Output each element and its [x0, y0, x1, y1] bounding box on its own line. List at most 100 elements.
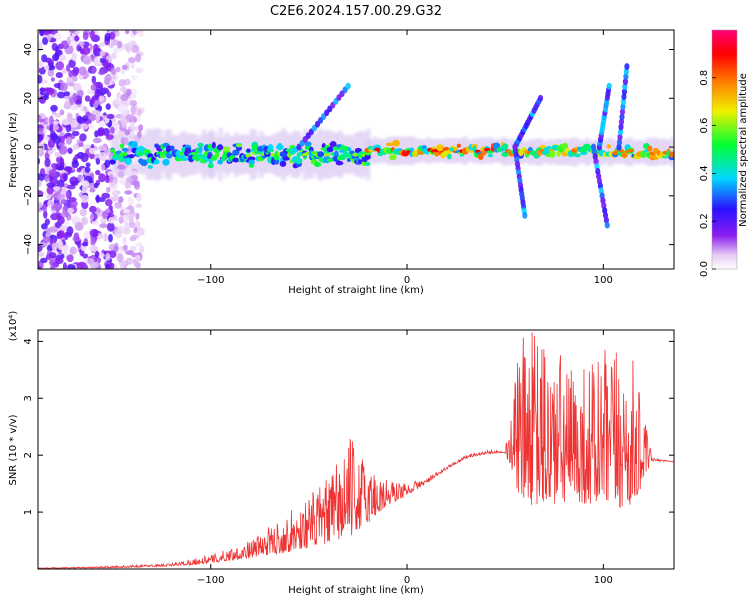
- noise-blob: [64, 232, 69, 241]
- ridge-halo: [211, 131, 217, 178]
- noise-blob: [65, 136, 73, 145]
- noise-blob: [95, 169, 101, 176]
- noise-blob: [124, 129, 131, 136]
- noise-blob: [71, 130, 80, 137]
- noise-blob: [122, 214, 129, 224]
- noise-blob: [107, 91, 112, 98]
- noise-blob: [52, 186, 60, 191]
- noise-blob: [127, 196, 134, 206]
- ridge-halo: [237, 134, 243, 174]
- noise-blob: [108, 233, 113, 243]
- ridge-cell: [329, 140, 337, 148]
- noise-blob: [95, 114, 101, 122]
- noise-blob: [108, 262, 115, 269]
- noise-blob: [108, 43, 114, 49]
- noise-blob: [59, 225, 68, 231]
- branch-cell: [622, 78, 629, 86]
- noise-blob: [82, 253, 89, 259]
- branch-cell: [619, 108, 626, 116]
- noise-blob: [55, 61, 65, 71]
- noise-blob: [105, 252, 111, 261]
- noise-blob: [112, 195, 120, 202]
- ridge-cell: [125, 158, 132, 165]
- y-tick-label: 1: [23, 509, 34, 515]
- noise-blob: [66, 77, 73, 83]
- noise-blob: [105, 186, 111, 193]
- noise-blob: [122, 236, 127, 244]
- noise-blob: [59, 54, 66, 62]
- noise-blob: [42, 95, 49, 101]
- figure-title: C2E6.2024.157.00.29.G32: [270, 4, 442, 19]
- noise-blob: [38, 251, 45, 257]
- noise-blob: [74, 35, 80, 42]
- noise-blob: [38, 265, 42, 269]
- noise-blob: [71, 69, 79, 77]
- noise-blob: [104, 159, 111, 168]
- noise-blob: [84, 95, 91, 102]
- ridge-cell: [549, 150, 556, 158]
- noise-blob: [114, 228, 123, 239]
- noise-blob: [121, 110, 128, 117]
- noise-blob: [98, 145, 108, 152]
- noise-blob: [89, 213, 95, 221]
- noise-blob: [132, 30, 138, 35]
- noise-blob: [59, 157, 65, 165]
- noise-blob: [80, 194, 89, 204]
- ridge-halo: [337, 130, 343, 179]
- y-tick-label: −40: [23, 234, 34, 255]
- noise-blob: [50, 265, 56, 269]
- noise-blob: [41, 54, 48, 63]
- ridge-cell: [295, 157, 303, 164]
- noise-blob: [105, 263, 110, 269]
- noise-blob: [68, 197, 77, 202]
- ridge-cell: [208, 147, 214, 152]
- ridge-cell: [409, 147, 414, 152]
- ridge-cell: [346, 146, 352, 152]
- noise-blob: [56, 212, 62, 220]
- x-tick-label: 100: [594, 275, 613, 286]
- noise-blob: [56, 179, 65, 188]
- ridge-cell: [220, 156, 226, 162]
- ridge-cell: [561, 142, 569, 150]
- noise-blob: [104, 175, 111, 184]
- noise-blob: [126, 215, 134, 222]
- branch-cell: [617, 128, 624, 136]
- noise-blob: [82, 115, 89, 122]
- ridge-cell: [606, 144, 612, 149]
- branch-cell: [537, 94, 544, 102]
- noise-blob: [58, 145, 68, 155]
- colorbar-gradient: [711, 29, 738, 270]
- ridge-cell: [121, 147, 129, 152]
- ridge-cell: [313, 161, 322, 168]
- branch-cell: [604, 221, 610, 229]
- noise-blob: [42, 236, 51, 244]
- ridge-cell: [275, 144, 284, 149]
- noise-blob: [55, 71, 63, 79]
- noise-blob: [47, 64, 56, 71]
- noise-blob: [132, 170, 139, 176]
- x-tick-label: 100: [594, 575, 613, 586]
- noise-blob: [87, 112, 97, 122]
- noise-blob: [120, 93, 129, 102]
- noise-blob: [117, 170, 125, 178]
- noise-blob: [120, 136, 125, 145]
- ridge-cell: [232, 149, 240, 156]
- noise-blob: [82, 55, 92, 65]
- branch-cell: [616, 143, 622, 151]
- noise-blob: [78, 142, 84, 148]
- ridge-cell: [110, 148, 115, 153]
- branch-cell: [620, 103, 626, 111]
- noise-blob: [133, 175, 138, 181]
- y-tick-label: 2: [23, 452, 34, 458]
- noise-blob: [138, 247, 144, 253]
- ridge-cell: [477, 153, 484, 161]
- ridge-cell: [162, 158, 170, 166]
- noise-blob: [44, 174, 50, 182]
- noise-blob: [114, 201, 123, 209]
- y-tick-label: 40: [23, 43, 34, 56]
- noise-blob: [38, 190, 44, 198]
- noise-blob: [69, 200, 78, 208]
- snr-x-label: Height of straight line (km): [288, 585, 424, 596]
- ridge-cell: [447, 153, 452, 160]
